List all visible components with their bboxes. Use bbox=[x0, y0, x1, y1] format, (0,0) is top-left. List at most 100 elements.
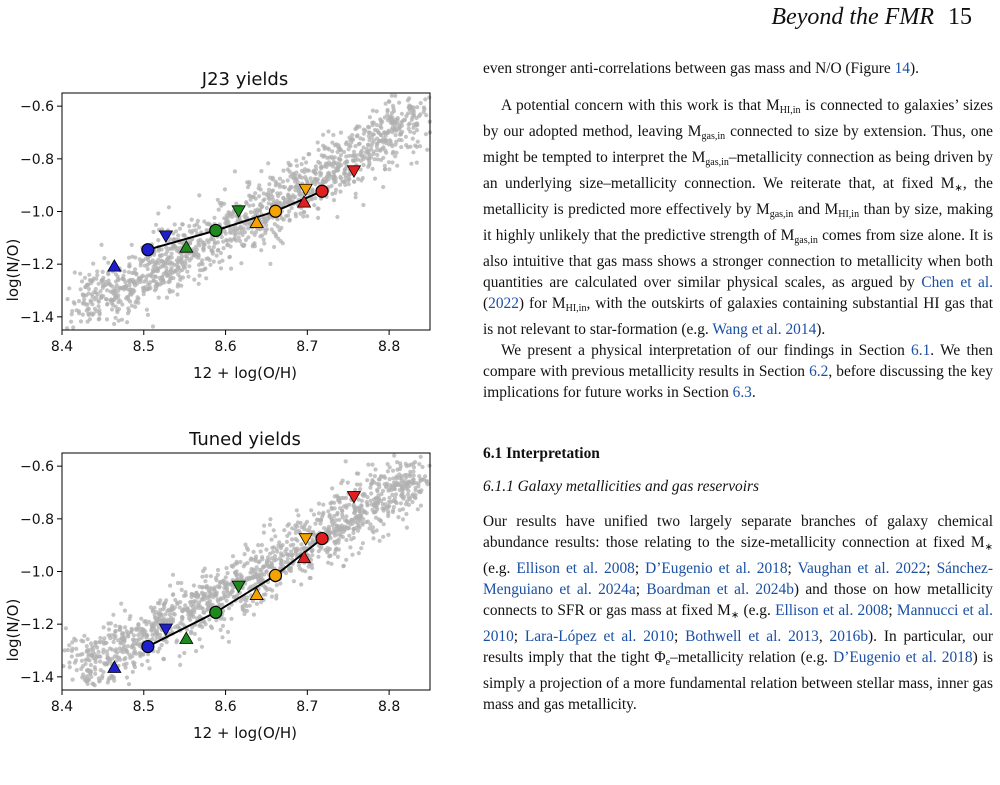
cloud-point bbox=[83, 661, 88, 666]
cloud-point bbox=[215, 197, 220, 202]
cloud-point bbox=[378, 117, 383, 122]
cloud-point bbox=[133, 267, 138, 272]
cloud-point bbox=[341, 564, 346, 569]
cloud-point bbox=[110, 647, 115, 652]
cloud-point bbox=[156, 295, 161, 300]
cloud-point bbox=[199, 644, 205, 649]
cloud-point bbox=[418, 101, 423, 106]
citation-link[interactable]: D’Eugenio et al. 2018 bbox=[645, 560, 788, 577]
citation-link[interactable]: D’Eugenio et al. 2018 bbox=[833, 649, 973, 666]
cloud-point bbox=[147, 283, 152, 288]
cloud-point bbox=[390, 483, 395, 488]
cloud-point bbox=[98, 659, 103, 664]
cloud-point bbox=[64, 326, 70, 331]
text-run: ; bbox=[926, 560, 937, 577]
citation-link[interactable]: Vaughan et al. 2022 bbox=[797, 560, 927, 577]
cloud-point bbox=[402, 494, 407, 499]
citation-link[interactable]: Ellison et al. 2008 bbox=[516, 560, 635, 577]
cloud-point bbox=[338, 176, 344, 181]
cloud-point bbox=[258, 187, 263, 192]
cloud-point bbox=[100, 673, 105, 678]
citation-link[interactable]: Lara-López et al. 2010 bbox=[524, 628, 674, 645]
citation-link[interactable]: Wang et al. 2014 bbox=[712, 321, 817, 338]
cloud-point bbox=[130, 644, 135, 649]
cloud-point bbox=[343, 166, 348, 171]
cloud-point bbox=[103, 279, 109, 285]
y-tick-label: −0.6 bbox=[20, 459, 54, 475]
cloud-point bbox=[291, 579, 296, 584]
cloud-point bbox=[219, 201, 224, 206]
cloud-point bbox=[69, 319, 74, 324]
citation-link[interactable]: Bothwell et al. 2013 bbox=[685, 628, 819, 645]
cloud-point bbox=[353, 520, 358, 525]
cloud-point bbox=[344, 514, 349, 519]
cloud-point bbox=[67, 665, 72, 670]
cloud-point bbox=[405, 111, 410, 116]
section-link[interactable]: 6.1 bbox=[911, 342, 931, 359]
cloud-point bbox=[125, 644, 130, 649]
cloud-point bbox=[95, 273, 100, 278]
cloud-point bbox=[67, 643, 72, 648]
cloud-point bbox=[155, 649, 161, 654]
cloud-point bbox=[171, 276, 176, 281]
cloud-point bbox=[150, 324, 156, 329]
cloud-point bbox=[272, 222, 277, 227]
cloud-point bbox=[356, 176, 361, 182]
cloud-point bbox=[200, 574, 205, 579]
x-tick-label: 8.4 bbox=[51, 339, 73, 355]
cloud-point bbox=[418, 478, 423, 483]
cloud-point bbox=[389, 499, 394, 504]
cloud-point bbox=[318, 173, 323, 178]
cloud-point bbox=[337, 517, 342, 522]
cloud-point bbox=[127, 264, 132, 269]
citation-link[interactable]: Ellison et al. 2008 bbox=[775, 602, 889, 619]
cloud-point bbox=[245, 185, 251, 190]
cloud-point bbox=[228, 244, 233, 249]
cloud-point bbox=[121, 650, 126, 655]
cloud-point bbox=[266, 216, 271, 221]
cloud-point bbox=[316, 206, 321, 211]
cloud-point bbox=[115, 310, 120, 315]
cloud-point bbox=[175, 292, 180, 297]
citation-link[interactable]: 2022 bbox=[488, 295, 519, 312]
cloud-point bbox=[406, 495, 411, 500]
section-link[interactable]: 6.3 bbox=[732, 384, 752, 401]
cloud-point bbox=[244, 222, 249, 227]
cloud-point bbox=[397, 124, 403, 130]
citation-link[interactable]: Chen et al. bbox=[921, 274, 994, 291]
cloud-point bbox=[293, 527, 298, 532]
cloud-point bbox=[248, 576, 253, 581]
cloud-point bbox=[84, 678, 90, 684]
cloud-point bbox=[381, 184, 386, 190]
citation-link[interactable]: Boardman et al. 2024b bbox=[646, 581, 794, 598]
citation-link[interactable]: 2016b bbox=[829, 628, 869, 645]
text-run: ; bbox=[888, 602, 897, 619]
cloud-point bbox=[381, 522, 386, 527]
cloud-point bbox=[394, 480, 399, 485]
cloud-point bbox=[179, 254, 185, 259]
subscript: gas,in bbox=[701, 131, 726, 142]
figure-link[interactable]: 14 bbox=[894, 60, 910, 77]
citation-link[interactable]: Sánchez-Menguiano et al. 2024a bbox=[483, 560, 993, 598]
cloud-point bbox=[268, 517, 273, 522]
cloud-point bbox=[366, 143, 371, 148]
cloud-point bbox=[408, 106, 413, 111]
cloud-point bbox=[294, 163, 300, 168]
cloud-point bbox=[338, 130, 343, 135]
cloud-point bbox=[321, 132, 326, 137]
cloud-point bbox=[80, 312, 85, 317]
cloud-point bbox=[106, 270, 111, 275]
cloud-point bbox=[256, 543, 261, 548]
section-link[interactable]: 6.2 bbox=[809, 363, 829, 380]
cloud-point bbox=[212, 215, 217, 220]
citation-link[interactable]: Mannucci et al. 2010 bbox=[483, 602, 994, 645]
cloud-point bbox=[267, 564, 272, 569]
text-run: ; bbox=[787, 560, 798, 577]
cloud-point bbox=[261, 592, 266, 597]
cloud-point bbox=[266, 193, 271, 198]
cloud-point bbox=[209, 236, 214, 241]
cloud-point bbox=[360, 521, 365, 526]
cloud-point bbox=[201, 248, 206, 253]
chart-j23-yields: J23 yields 8.4 8.5 8.6 8.7 8.8 −1.4 −1.2 −1.0 −0… bbox=[0, 58, 440, 393]
cloud-point bbox=[202, 597, 207, 602]
